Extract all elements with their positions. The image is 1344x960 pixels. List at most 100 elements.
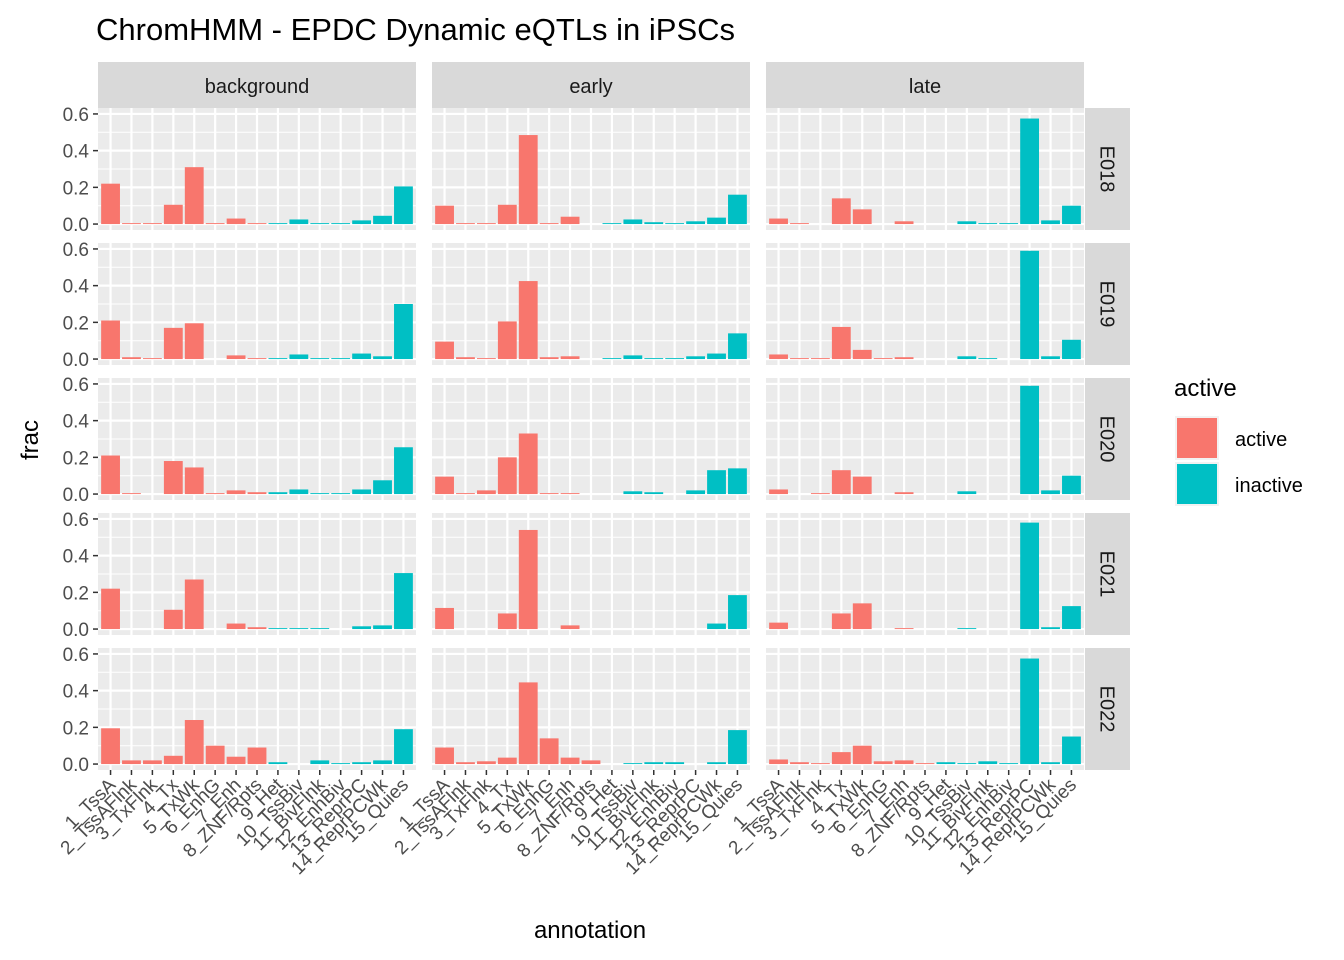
y-tick-label: 0.2 (63, 178, 89, 199)
bar (435, 607, 454, 630)
bar (894, 221, 914, 225)
legend: active active inactive (1174, 375, 1303, 506)
y-tick-label: 0.6 (63, 510, 89, 531)
y-tick-label: 0.0 (63, 620, 89, 641)
bar (728, 333, 747, 360)
y-tick-label: 0.6 (63, 105, 89, 126)
bar (205, 745, 225, 765)
bar (394, 186, 413, 225)
bar (560, 757, 580, 765)
y-tick-label: 0.6 (63, 240, 89, 261)
bar (686, 221, 706, 225)
panel-E018-early (432, 108, 750, 230)
bar (456, 493, 475, 495)
bar (957, 491, 977, 495)
bar (268, 628, 288, 630)
bar (707, 762, 726, 765)
facet-strip-background (98, 62, 416, 108)
bar (476, 761, 496, 765)
bar (539, 738, 559, 765)
bar (873, 761, 893, 765)
bar (247, 747, 267, 765)
y-tick-label: 0.6 (63, 375, 89, 396)
bar (352, 762, 372, 765)
bar (101, 728, 120, 765)
panel-E020-background (98, 378, 416, 500)
y-axis-label: frac (17, 420, 44, 460)
bar (184, 579, 204, 630)
bar (728, 468, 747, 495)
legend-label-inactive: inactive (1235, 475, 1303, 497)
bar (810, 763, 830, 765)
panel-E018-late (766, 108, 1084, 230)
bar (373, 215, 392, 225)
panel-E020-late (766, 378, 1084, 500)
bar (268, 358, 288, 360)
bar (518, 281, 538, 360)
bar (539, 493, 559, 495)
bar (852, 603, 872, 630)
bar (1041, 490, 1060, 495)
bar (289, 219, 309, 225)
y-tick-label: 0.2 (63, 583, 89, 604)
bar (1020, 522, 1040, 630)
bar (957, 221, 977, 225)
bar (435, 341, 454, 360)
y-tick-label: 0.4 (63, 412, 90, 433)
bar (790, 762, 809, 765)
bar (978, 358, 998, 360)
bar (476, 223, 496, 225)
bar (142, 358, 162, 360)
bar (394, 447, 413, 495)
bar (831, 326, 851, 360)
panel-E019-early (432, 243, 750, 365)
bar (101, 455, 120, 495)
facet-panels (98, 108, 1084, 770)
bar (957, 628, 977, 630)
bar (226, 490, 246, 495)
facet-strips: background early late E018 E019 E020 E021 E022 (98, 62, 1130, 770)
panel-E019-background (98, 243, 416, 365)
bar (1041, 220, 1060, 225)
bar (163, 204, 183, 225)
bar (831, 613, 851, 630)
legend-label-active: active (1235, 429, 1287, 451)
bar (435, 476, 454, 495)
x-axis-label: annotation (534, 917, 646, 944)
legend-title: active (1174, 375, 1237, 402)
bar (560, 625, 580, 630)
bar (623, 355, 643, 360)
bar (373, 480, 392, 495)
panel-E021-background (98, 513, 416, 635)
bar (602, 223, 622, 225)
bar (1062, 205, 1081, 225)
bar (665, 762, 685, 765)
bar (373, 356, 392, 360)
bar (539, 357, 559, 360)
bar (978, 223, 998, 225)
bar (142, 760, 162, 765)
bar (289, 489, 309, 495)
chart-title: ChromHMM - EPDC Dynamic eQTLs in iPSCs (96, 12, 735, 47)
bar (957, 763, 977, 765)
bar (915, 763, 935, 765)
bar (352, 626, 372, 630)
facet-strip-label-E021: E021 (1096, 551, 1118, 598)
bar (728, 730, 747, 765)
facet-strip-label-E020: E020 (1096, 416, 1118, 463)
panel-E019-late (766, 243, 1084, 365)
bar (644, 492, 664, 495)
bar (560, 216, 580, 225)
panel-E018-background (98, 108, 416, 230)
bar (163, 609, 183, 630)
facet-strip-late (766, 62, 1084, 108)
bar (352, 220, 372, 225)
bar (769, 759, 788, 765)
bar (310, 628, 330, 630)
bar (852, 209, 872, 225)
bar (769, 622, 788, 630)
bar (728, 194, 747, 225)
y-tick-label: 0.4 (63, 142, 90, 163)
facet-strip-label-early: early (569, 76, 612, 98)
